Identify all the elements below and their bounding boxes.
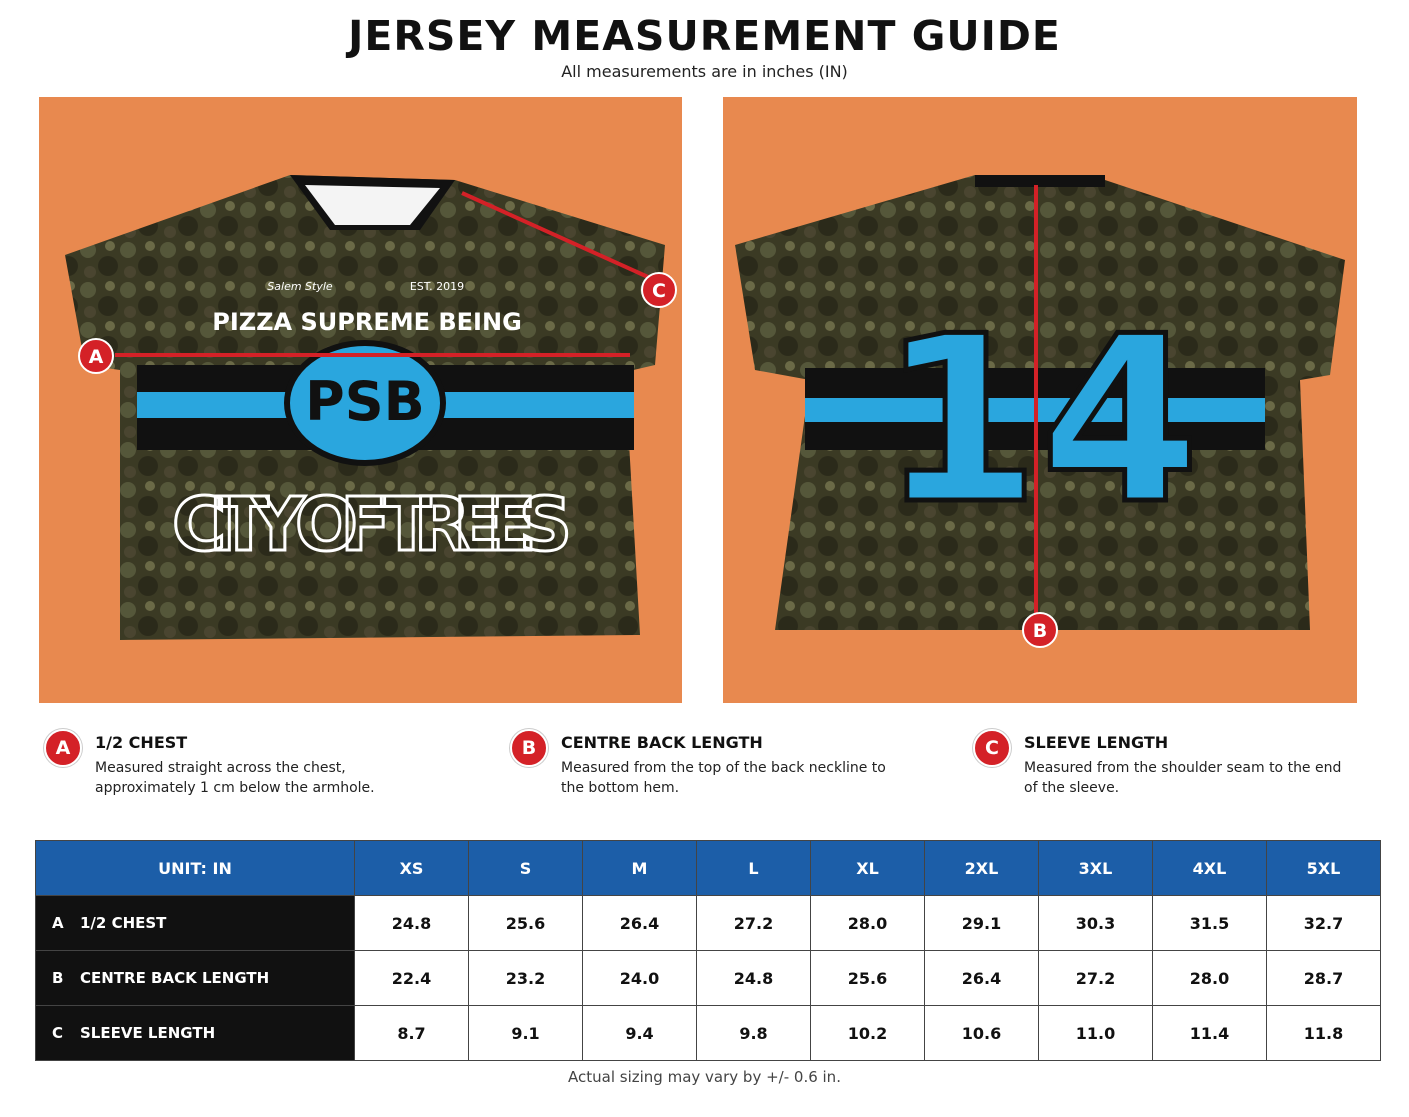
row-header: A 1/2 CHEST	[35, 895, 355, 951]
marker: B	[1033, 620, 1047, 642]
row-header: C SLEEVE LENGTH	[35, 1005, 355, 1061]
legend-description: Measured straight across the chest,	[95, 760, 346, 776]
row-marker: C	[52, 1024, 64, 1042]
value-cell: 24.0	[582, 950, 697, 1006]
photos: PSB Salem Style EST. 2019 PIZZA SUPREME …	[39, 97, 1357, 703]
row-marker: B	[52, 969, 64, 987]
row-header: B CENTRE BACK LENGTH	[35, 950, 355, 1006]
value-cell: 22.4	[354, 950, 469, 1006]
header-cell: 5XL	[1266, 840, 1381, 896]
back-number: 14	[880, 288, 1200, 555]
legend-title: CENTRE BACK LENGTH	[561, 733, 763, 752]
table-row: C SLEEVE LENGTH 8.7 9.1 9.4 9.8 10.2 10.6 11.0 11…	[35, 1005, 1381, 1061]
front-brand: Salem Style	[267, 280, 333, 293]
header-cell: 2XL	[924, 840, 1039, 896]
value-cell: 25.6	[810, 950, 925, 1006]
value-cell: 11.8	[1266, 1005, 1381, 1061]
front-est: EST. 2019	[410, 280, 464, 293]
legend-badge: C	[973, 729, 1011, 767]
value-cell: 10.2	[810, 1005, 925, 1061]
table-row: A 1/2 CHEST 24.8 25.6 26.4 27.2 28.0 29.1 30.3 31…	[35, 895, 1381, 951]
header-cell: UNIT: IN	[35, 840, 355, 896]
subtitle: All measurements are in inches (IN)	[561, 62, 848, 81]
footnote: Actual sizing may vary by +/- 0.6 in.	[568, 1068, 841, 1086]
value-cell: 9.1	[468, 1005, 583, 1061]
value-cell: 29.1	[924, 895, 1039, 951]
header-cell: XS	[354, 840, 469, 896]
marker: C	[652, 280, 666, 302]
header-cell: 3XL	[1038, 840, 1153, 896]
legend-description: Measured from the top of the back neckli…	[561, 760, 886, 776]
title: JERSEY MEASUREMENT GUIDE	[348, 12, 1061, 60]
legend-description: approximately 1 cm below the armhole.	[95, 780, 375, 796]
front-slogan: CITY OF TREES	[172, 482, 572, 568]
value-cell: 27.2	[1038, 950, 1153, 1006]
value-cell: 10.6	[924, 1005, 1039, 1061]
value-cell: 27.2	[696, 895, 811, 951]
legend-description: of the sleeve.	[1024, 780, 1120, 796]
marker: A	[89, 346, 104, 368]
legend-title: 1/2 CHEST	[95, 733, 188, 752]
header-cell: 4XL	[1152, 840, 1267, 896]
front-name: PIZZA SUPREME BEING	[212, 308, 522, 336]
value-cell: 32.7	[1266, 895, 1381, 951]
value-cell: 24.8	[696, 950, 811, 1006]
value-cell: 26.4	[582, 895, 697, 951]
front-logo: PSB	[305, 370, 425, 433]
legend-badge: A	[44, 729, 82, 767]
value-cell: 11.4	[1152, 1005, 1267, 1061]
value-cell: 23.2	[468, 950, 583, 1006]
header-cell: XL	[810, 840, 925, 896]
value-cell: 28.0	[810, 895, 925, 951]
header-cell: M	[582, 840, 697, 896]
header-row: UNIT: IN XS S M L XL 2XL 3XL 4XL 5XL	[35, 840, 1381, 896]
legend-title: SLEEVE LENGTH	[1024, 733, 1169, 752]
legend-description: Measured from the shoulder seam to the e…	[1024, 760, 1342, 776]
legend-description: the bottom hem.	[561, 780, 680, 796]
table-row: B CENTRE BACK LENGTH 22.4 23.2 24.0 24.8 25.6 2…	[35, 950, 1381, 1006]
value-cell: 9.4	[582, 1005, 697, 1061]
row-marker: A	[52, 914, 64, 932]
row-label: CENTRE BACK LENGTH	[80, 969, 270, 987]
value-cell: 11.0	[1038, 1005, 1153, 1061]
value-cell: 9.8	[696, 1005, 811, 1061]
row-label: SLEEVE LENGTH	[80, 1024, 216, 1042]
value-cell: 25.6	[468, 895, 583, 951]
legend-badge: B	[510, 729, 548, 767]
value-cell: 28.0	[1152, 950, 1267, 1006]
value-cell: 8.7	[354, 1005, 469, 1061]
value-cell: 28.7	[1266, 950, 1381, 1006]
value-cell: 31.5	[1152, 895, 1267, 951]
value-cell: 24.8	[354, 895, 469, 951]
value-cell: 26.4	[924, 950, 1039, 1006]
header-cell: S	[468, 840, 583, 896]
value-cell: 30.3	[1038, 895, 1153, 951]
row-label: 1/2 CHEST	[80, 914, 167, 932]
size-table: UNIT: IN XS S M L XL 2XL 3XL 4XL 5XL A 1/2 CHEST 24.…	[35, 840, 1381, 1061]
header-cell: L	[696, 840, 811, 896]
